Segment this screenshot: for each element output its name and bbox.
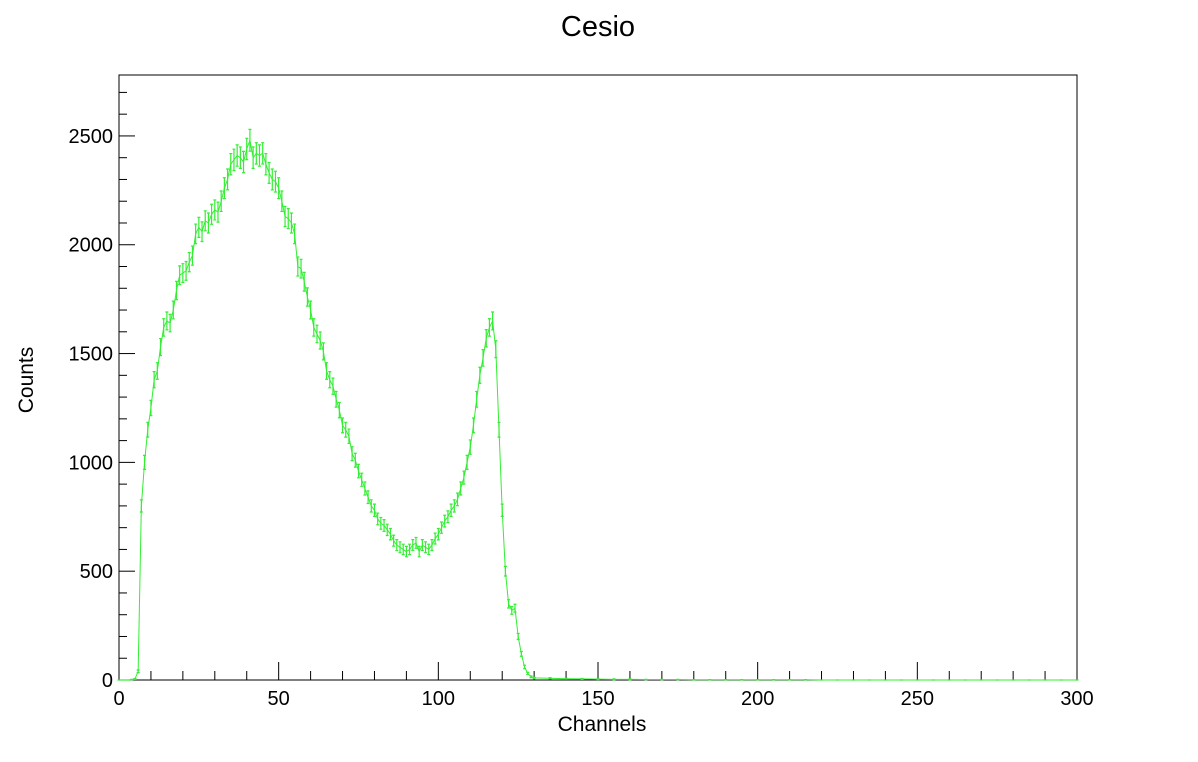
y-axis-label: Counts <box>15 347 38 414</box>
error-bar <box>565 678 568 679</box>
x-tick-label: 250 <box>901 688 934 710</box>
y-tick-label: 0 <box>102 670 113 692</box>
x-axis-label: Channels <box>558 713 647 736</box>
y-tick-label: 500 <box>80 561 113 583</box>
x-tick-label: 150 <box>581 688 614 710</box>
error-bar <box>612 679 615 680</box>
x-tick-label: 300 <box>1060 688 1093 710</box>
x-tick-label: 100 <box>422 688 455 710</box>
y-tick-label: 2500 <box>69 126 114 148</box>
y-tick-label: 1500 <box>69 344 114 366</box>
x-tick-label: 0 <box>113 688 124 710</box>
y-tick-label: 2000 <box>69 235 114 257</box>
error-bar <box>581 678 584 679</box>
error-bar <box>133 678 136 679</box>
error-bar <box>597 679 600 680</box>
error-bar <box>628 679 631 680</box>
x-tick-label: 50 <box>268 688 290 710</box>
chart-title: Cesio <box>561 11 635 43</box>
y-tick-label: 1000 <box>69 452 114 474</box>
x-tick-label: 200 <box>741 688 774 710</box>
